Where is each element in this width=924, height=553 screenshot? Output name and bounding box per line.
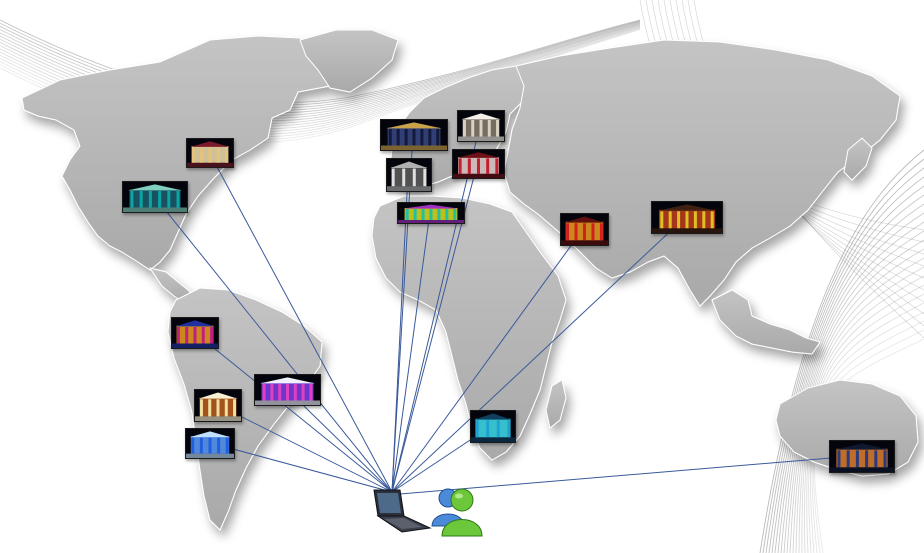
connection-line-brazil xyxy=(286,388,393,493)
photo-image xyxy=(187,139,233,167)
swoosh-lines-right xyxy=(639,0,924,553)
swoosh-line xyxy=(0,19,641,103)
swoosh-line xyxy=(777,203,924,553)
photo-thumbnail-usa-east[interactable] xyxy=(186,138,234,168)
photo-image xyxy=(830,441,894,472)
swoosh-line xyxy=(792,248,924,553)
swoosh-line xyxy=(780,212,924,553)
photo-image xyxy=(453,150,504,178)
photo-image xyxy=(255,375,320,405)
connection-line-mediterranean xyxy=(391,211,431,493)
photo-image xyxy=(123,182,187,212)
swoosh-line xyxy=(771,185,924,553)
photo-thumbnail-australia[interactable] xyxy=(829,440,895,473)
photo-thumbnail-europe-north[interactable] xyxy=(380,119,448,151)
swoosh-line xyxy=(801,275,924,553)
swoosh-line xyxy=(774,194,924,553)
photo-thumbnail-south-america-west[interactable] xyxy=(194,389,242,422)
laptop-icon[interactable] xyxy=(373,489,432,533)
swoosh-line xyxy=(806,293,924,553)
photo-thumbnail-south-america-north[interactable] xyxy=(171,317,219,349)
photo-thumbnail-usa-south[interactable] xyxy=(122,181,188,213)
connection-line-europe-west xyxy=(391,173,409,493)
connection-line-usa-south xyxy=(153,195,393,493)
continent-greenland xyxy=(299,29,399,93)
swoosh-line xyxy=(762,158,924,553)
photo-thumbnail-india[interactable] xyxy=(651,201,723,234)
swoosh-line xyxy=(798,266,924,553)
photo-thumbnail-mediterranean[interactable] xyxy=(397,202,465,224)
swoosh-line xyxy=(804,284,924,553)
swoosh-line xyxy=(768,176,924,553)
photo-image xyxy=(561,214,608,245)
photo-image xyxy=(387,159,431,191)
connection-line-usa-east xyxy=(208,151,393,493)
connection-line-europe-center xyxy=(391,124,481,493)
swoosh-line xyxy=(808,302,924,553)
swoosh-line xyxy=(759,149,924,553)
continent-madagascar xyxy=(545,379,567,429)
messenger-users-icon[interactable] xyxy=(431,488,483,537)
photo-thumbnail-south-africa[interactable] xyxy=(470,410,516,443)
photo-image xyxy=(652,202,722,233)
photo-image xyxy=(186,429,234,458)
connection-line-south-america-north xyxy=(193,331,393,493)
swoosh-line xyxy=(789,239,924,553)
connection-line-middle-east xyxy=(391,228,584,493)
connection-line-india xyxy=(391,216,687,493)
connection-line-south-america-south xyxy=(208,442,393,493)
continent-japan xyxy=(843,137,873,181)
continents xyxy=(21,29,919,531)
continent-southeast-asia xyxy=(711,289,821,355)
photo-image xyxy=(172,318,218,348)
connection-line-australia xyxy=(399,455,862,495)
swoosh-line xyxy=(783,221,924,553)
swoosh-line xyxy=(786,230,924,553)
photo-thumbnail-south-america-south[interactable] xyxy=(185,428,235,459)
photo-image xyxy=(458,111,504,141)
photo-image xyxy=(471,411,515,442)
photo-thumbnail-europe-south[interactable] xyxy=(452,149,505,179)
continent-africa xyxy=(371,195,567,461)
connection-line-south-america-west xyxy=(216,404,393,493)
photo-thumbnail-brazil[interactable] xyxy=(254,374,321,406)
continent-asia xyxy=(503,39,901,307)
photo-thumbnail-europe-center[interactable] xyxy=(457,110,505,142)
photo-image xyxy=(195,390,241,421)
swoosh-line xyxy=(795,257,924,553)
photo-image xyxy=(381,120,447,150)
photo-thumbnail-middle-east[interactable] xyxy=(560,213,609,246)
photo-image xyxy=(398,203,464,223)
photo-thumbnail-europe-west[interactable] xyxy=(386,158,432,192)
